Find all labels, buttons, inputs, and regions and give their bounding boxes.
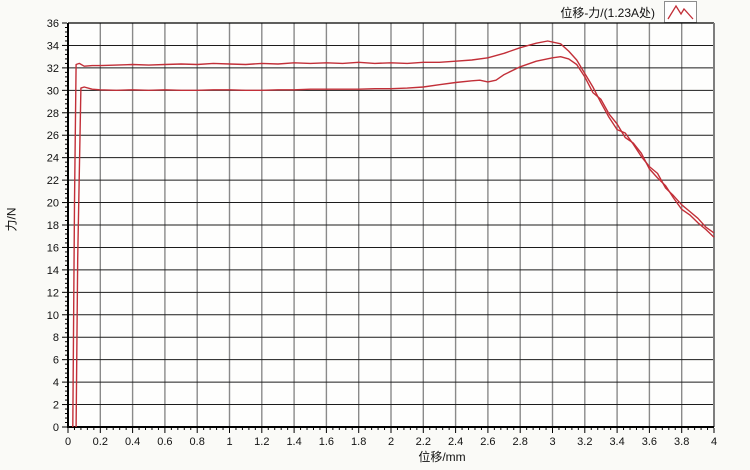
x-tick-label: 3.2 [577, 436, 592, 448]
x-tick-label: 3.4 [609, 436, 624, 448]
x-tick-label: 1 [226, 436, 232, 448]
x-tick-label: 1.2 [254, 436, 269, 448]
y-tick-label: 30 [47, 85, 59, 97]
x-tick-label: 4 [711, 436, 717, 448]
peak-curve-icon [667, 4, 694, 20]
x-tick-label: 2.2 [416, 436, 431, 448]
x-axis-title: 位移/mm [418, 450, 466, 464]
y-tick-label: 32 [47, 63, 59, 75]
y-tick-label: 36 [47, 18, 59, 30]
y-tick-label: 14 [47, 265, 59, 277]
y-tick-label: 10 [47, 310, 59, 322]
y-tick-label: 0 [53, 422, 59, 434]
y-tick-label: 34 [47, 40, 59, 52]
y-tick-label: 6 [53, 355, 59, 367]
x-tick-label: 2 [388, 436, 394, 448]
y-tick-label: 28 [47, 108, 59, 120]
y-tick-label: 18 [47, 220, 59, 232]
y-tick-label: 26 [47, 130, 59, 142]
x-tick-label: 3 [549, 436, 555, 448]
x-tick-label: 2.4 [448, 436, 463, 448]
x-tick-label: 2.6 [480, 436, 495, 448]
y-tick-label: 24 [47, 153, 59, 165]
curve-upper-line [72, 40, 715, 428]
y-tick-label: 2 [53, 400, 59, 412]
x-tick-label: 0.4 [125, 436, 140, 448]
x-tick-label: 3.6 [642, 436, 657, 448]
chart-legend: 位移-力/(1.23A处) [560, 1, 697, 23]
x-tick-label: 0.8 [190, 436, 205, 448]
x-tick-label: 3.8 [674, 436, 689, 448]
curve-lower-line [75, 56, 715, 428]
y-tick-label: 12 [47, 287, 59, 299]
x-tick-label: 1.8 [351, 436, 366, 448]
y-tick-label: 22 [47, 175, 59, 187]
x-tick-label: 0.6 [157, 436, 172, 448]
y-tick-label: 8 [53, 332, 59, 344]
y-tick-label: 16 [47, 242, 59, 254]
x-tick-label: 1.4 [286, 436, 301, 448]
x-tick-label: 0.2 [93, 436, 108, 448]
y-tick-label: 20 [47, 198, 59, 210]
x-tick-label: 0 [65, 436, 71, 448]
x-tick-label: 1.6 [319, 436, 334, 448]
x-tick-label: 2.8 [513, 436, 528, 448]
legend-label: 位移-力/(1.23A处) [560, 5, 655, 20]
y-tick-label: 4 [53, 377, 59, 389]
